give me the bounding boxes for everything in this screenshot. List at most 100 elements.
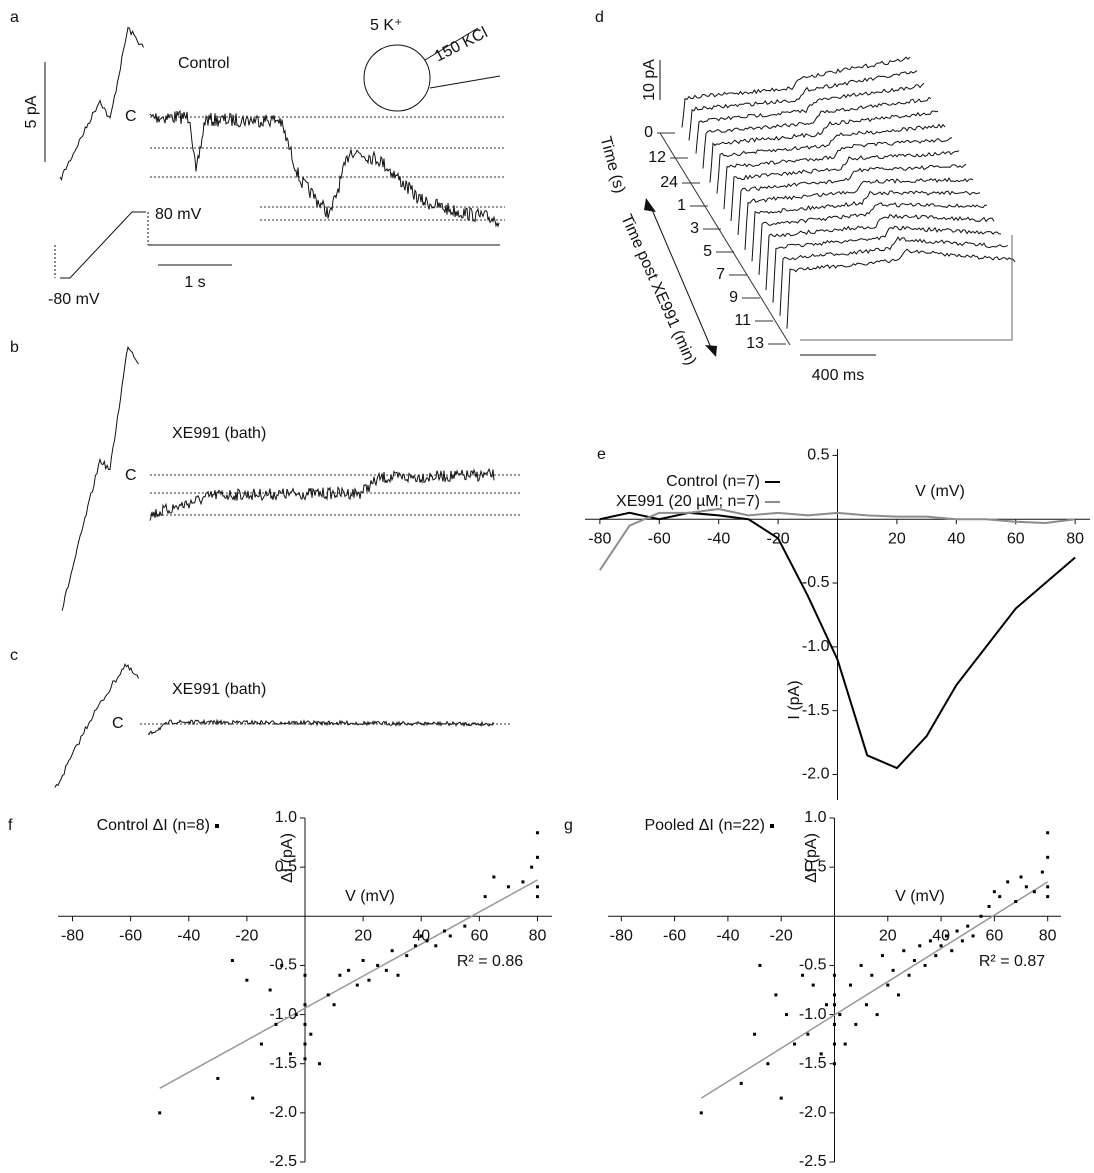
y-tick-label: -2.0: [799, 1104, 827, 1121]
labels: a Control 5 pA C 80 mV -80 mV 1 s 5 K⁺ 1…: [10, 9, 864, 732]
sweep-trace: [766, 215, 994, 291]
point: [881, 954, 884, 957]
sweep-trace: [773, 226, 1001, 302]
point: [833, 1003, 836, 1006]
pipette: [430, 76, 500, 88]
point: [304, 1057, 307, 1060]
point: [838, 1013, 841, 1016]
point: [892, 969, 895, 972]
point: [1033, 890, 1036, 893]
post-tick-label: 3: [690, 220, 699, 237]
channel-trace: [150, 469, 494, 520]
x-tick-label: 80: [1066, 530, 1084, 547]
point: [766, 1062, 769, 1065]
x-tick-label: -40: [177, 928, 200, 945]
point: [405, 954, 408, 957]
point: [801, 974, 804, 977]
post-tick-label: 9: [729, 289, 738, 306]
point: [758, 964, 761, 967]
y-tick-label: 0.5: [807, 447, 829, 464]
point: [897, 993, 900, 996]
point: [833, 993, 836, 996]
scale-label: 1 s: [184, 274, 205, 291]
y-tick-label: -1.0: [799, 1006, 827, 1023]
point: [309, 1033, 312, 1036]
point: [414, 944, 417, 947]
figure: a Control 5 pA C 80 mV -80 mV 1 s 5 K⁺ 1…: [0, 0, 1094, 1173]
point: [833, 1023, 836, 1026]
ramp-trace: [55, 664, 139, 787]
panel-label: c: [10, 647, 18, 664]
voltage-ramp: [60, 212, 146, 278]
axis-label: Time (s): [597, 135, 628, 195]
y-tick-label: -1.0: [802, 638, 830, 655]
y-tick-label: -0.5: [799, 957, 827, 974]
point: [385, 969, 388, 972]
scale-label: 5 pA: [23, 95, 40, 128]
point: [521, 880, 524, 883]
point: [833, 1062, 836, 1065]
point: [956, 930, 959, 933]
sweep-trace: [689, 71, 917, 141]
condition: XE991 (bath): [172, 681, 266, 698]
sweep-trace: [731, 151, 959, 221]
point: [304, 1003, 307, 1006]
point: [463, 925, 466, 928]
point: [966, 925, 969, 928]
x-axis-label: V (mV): [895, 888, 945, 905]
time-tick-label: 12: [648, 149, 666, 166]
axis-label: Time post XE991 (min): [617, 212, 699, 368]
annotation: R² = 0.86: [457, 953, 523, 970]
x-tick-label: -40: [707, 530, 730, 547]
point: [391, 949, 394, 952]
point: [449, 934, 452, 937]
x-tick-label: 40: [947, 530, 965, 547]
point: [806, 1033, 809, 1036]
panel-label: a: [10, 9, 19, 26]
point: [231, 959, 234, 962]
point: [426, 939, 429, 942]
x-tick-label: 60: [985, 928, 1003, 945]
point: [886, 984, 889, 987]
point: [1046, 831, 1049, 834]
voltage-label: -80 mV: [48, 291, 100, 308]
panel-label: e: [597, 446, 606, 463]
point: [1046, 856, 1049, 859]
sweep-trace: [717, 124, 945, 193]
point: [420, 934, 423, 937]
x-tick-label: -40: [716, 928, 739, 945]
x-axis-label: V (mV): [915, 483, 965, 500]
point: [700, 1111, 703, 1114]
point: [753, 1033, 756, 1036]
y-tick-label: -0.5: [269, 957, 297, 974]
y-tick-label: -1.5: [269, 1055, 297, 1072]
point: [945, 934, 948, 937]
point: [1014, 900, 1017, 903]
sweep-trace: [780, 237, 1008, 316]
point: [1046, 885, 1049, 888]
closed-label: C: [125, 467, 137, 484]
bath-label: 5 K⁺: [370, 17, 402, 34]
sweep-trace: [710, 111, 938, 183]
sweep-trace: [752, 191, 980, 261]
point: [924, 964, 927, 967]
point: [356, 984, 359, 987]
annotation: R² = 0.87: [979, 953, 1045, 970]
point: [854, 1023, 857, 1026]
point: [950, 949, 953, 952]
point: [988, 905, 991, 908]
point: [929, 939, 932, 942]
x-tick-label: -60: [663, 928, 686, 945]
point: [902, 949, 905, 952]
point: [876, 1013, 879, 1016]
y-axis-label: I (pA): [786, 680, 803, 719]
point: [216, 1077, 219, 1080]
point: [245, 979, 248, 982]
fit-line: [160, 880, 538, 1088]
point: [993, 890, 996, 893]
point: [333, 1003, 336, 1006]
sweep-trace: [787, 249, 1015, 328]
point: [844, 1043, 847, 1046]
legend-key: [215, 824, 219, 828]
point: [740, 1082, 743, 1085]
